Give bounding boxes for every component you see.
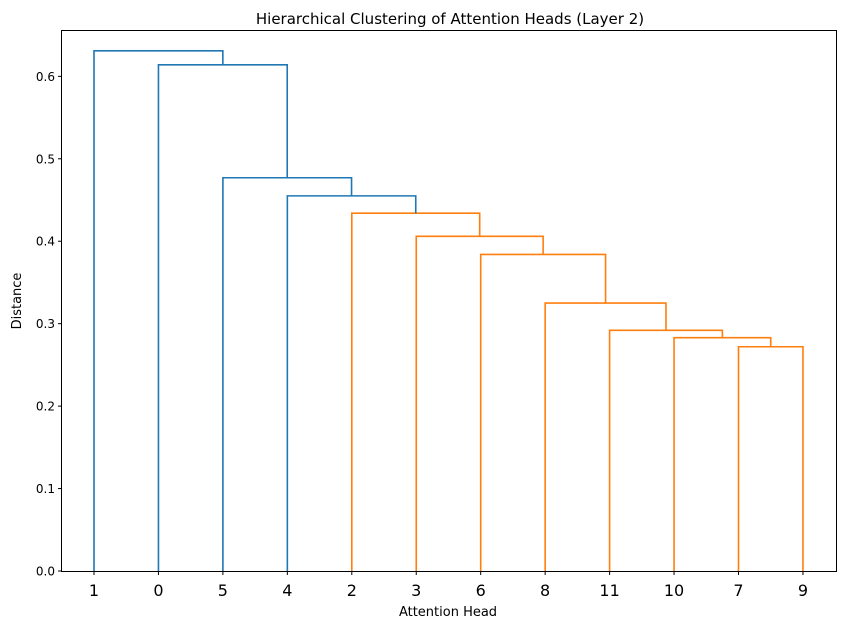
leaf-label: 1 xyxy=(89,581,99,600)
leaf-label: 3 xyxy=(411,581,421,600)
y-axis-label: Distance xyxy=(10,273,25,330)
dendrogram-link xyxy=(544,302,667,571)
leaf-label: 7 xyxy=(733,581,743,600)
dendrogram-links xyxy=(93,49,804,571)
leaf-label: 0 xyxy=(153,581,163,600)
y-axis-ticks: 0.0 0.1 0.2 0.3 0.4 0.5 0.6 xyxy=(36,70,62,579)
x-axis-label: Attention Head xyxy=(399,605,497,620)
y-tick-label: 0.6 xyxy=(36,70,55,84)
dendrogram-link xyxy=(608,329,724,571)
leaf-label: 8 xyxy=(540,581,550,600)
dendrogram-link xyxy=(737,345,804,571)
y-tick-label: 0.2 xyxy=(36,400,55,414)
plot-frame xyxy=(61,30,837,572)
leaf-label: 6 xyxy=(476,581,486,600)
dendrogram-link xyxy=(673,336,772,571)
dendrogram-link xyxy=(93,49,224,571)
x-axis-ticks: 1 0 5 4 2 3 6 8 11 10 7 9 xyxy=(89,571,808,600)
y-tick-label: 0.0 xyxy=(36,565,55,579)
leaf-label: 5 xyxy=(218,581,228,600)
leaf-label: 10 xyxy=(664,581,684,600)
y-tick-label: 0.5 xyxy=(36,152,55,166)
y-tick-label: 0.4 xyxy=(36,235,55,249)
leaf-label: 9 xyxy=(798,581,808,600)
leaf-label: 2 xyxy=(347,581,357,600)
chart-title: Hierarchical Clustering of Attention Hea… xyxy=(256,10,644,28)
dendrogram-link xyxy=(479,253,607,571)
leaf-label: 11 xyxy=(599,581,619,600)
y-tick-label: 0.1 xyxy=(36,482,55,496)
y-tick-label: 0.3 xyxy=(36,317,55,331)
dendrogram-link xyxy=(415,235,544,571)
leaf-label: 4 xyxy=(282,581,292,600)
